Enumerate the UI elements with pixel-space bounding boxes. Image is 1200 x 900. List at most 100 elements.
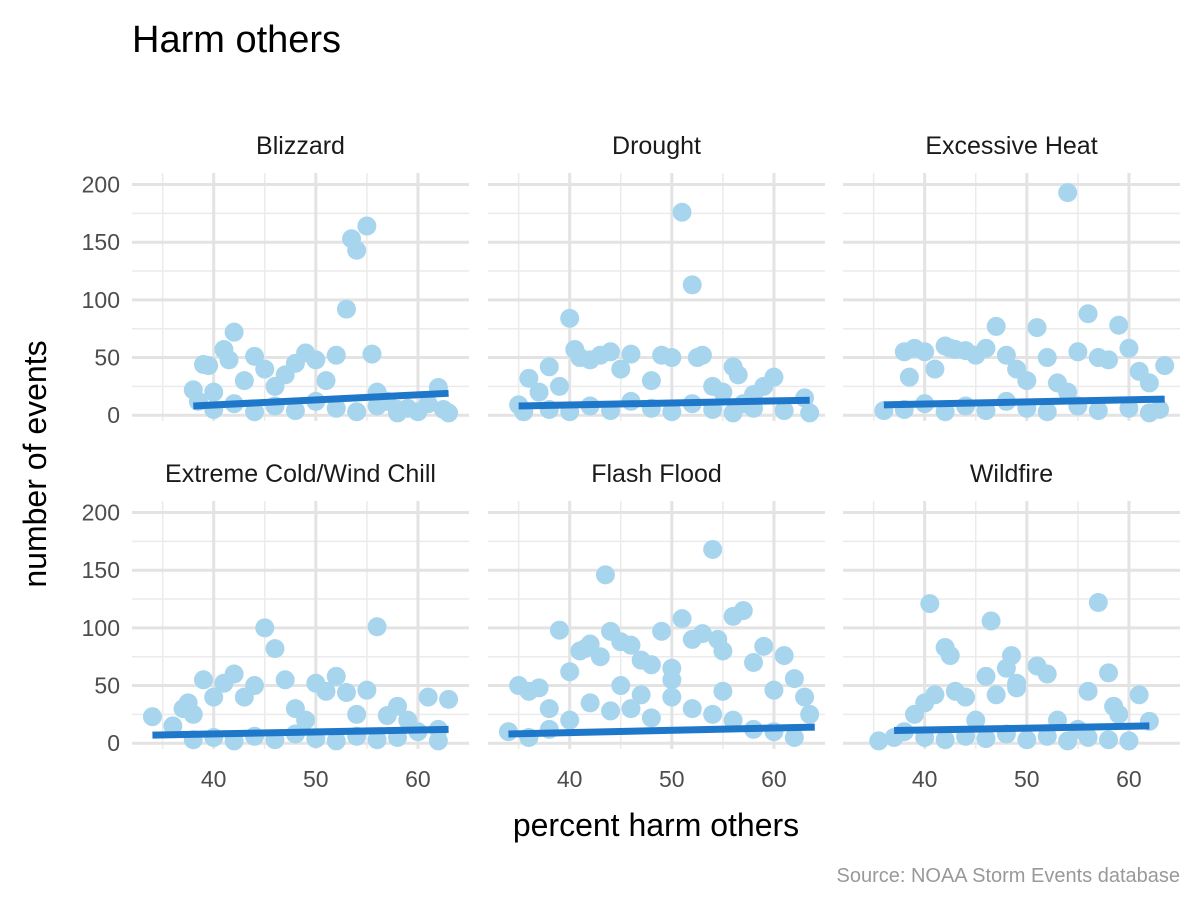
data-point — [316, 681, 336, 701]
data-point — [1078, 304, 1098, 324]
data-point — [1058, 731, 1078, 751]
data-point — [1027, 318, 1047, 338]
facet-label: Excessive Heat — [925, 132, 1097, 160]
data-point — [1155, 356, 1175, 376]
data-point — [1139, 403, 1159, 423]
data-point — [966, 710, 986, 730]
data-point — [336, 682, 356, 702]
data-point — [641, 708, 661, 728]
data-point — [662, 402, 682, 422]
data-point — [986, 316, 1006, 336]
trend-line — [193, 389, 449, 410]
data-point — [981, 611, 1001, 631]
y-tick-label: 200 — [82, 172, 120, 198]
data-point — [774, 401, 794, 421]
data-point — [800, 704, 820, 724]
x-tick-label: 60 — [1116, 766, 1142, 792]
data-point — [1088, 401, 1108, 421]
source-caption: Source: NOAA Storm Events database — [836, 865, 1180, 887]
data-point — [255, 618, 275, 638]
panel-excessive-heat: Excessive Heat — [843, 132, 1180, 423]
data-point — [935, 730, 955, 750]
data-point — [728, 365, 748, 385]
data-point — [398, 398, 418, 418]
data-point — [357, 216, 377, 236]
data-point — [275, 670, 295, 690]
data-point — [800, 403, 820, 423]
data-point — [549, 620, 569, 640]
facet-label: Flash Flood — [591, 460, 722, 488]
data-point — [611, 359, 631, 379]
data-point — [234, 371, 254, 391]
data-point — [899, 367, 919, 387]
x-tick-label: 50 — [303, 766, 329, 792]
x-tick-label: 50 — [659, 766, 685, 792]
data-point — [549, 376, 569, 396]
data-point — [439, 689, 459, 709]
y-tick-label: 150 — [82, 229, 120, 255]
data-point — [367, 396, 387, 416]
data-point — [224, 322, 244, 342]
data-point — [245, 346, 265, 366]
data-point — [326, 666, 346, 686]
data-point — [539, 699, 559, 719]
data-point — [672, 202, 692, 222]
data-point — [611, 676, 631, 696]
data-point — [1037, 664, 1057, 684]
data-point — [976, 338, 996, 358]
data-point — [621, 699, 641, 719]
data-point — [1017, 730, 1037, 750]
data-point — [519, 368, 539, 388]
data-point — [723, 403, 743, 423]
data-point — [245, 676, 265, 696]
data-point — [1058, 183, 1078, 203]
data-point — [672, 609, 692, 629]
y-axis-title: number of events — [17, 340, 53, 587]
data-point — [418, 687, 438, 707]
data-point — [428, 731, 448, 751]
data-point — [652, 621, 672, 641]
x-axis-title: percent harm others — [513, 807, 799, 843]
data-point — [601, 701, 621, 721]
data-point — [357, 680, 377, 700]
data-point — [1119, 731, 1139, 751]
data-point — [641, 371, 661, 391]
trend-line — [518, 396, 810, 410]
data-point — [224, 664, 244, 684]
data-point — [163, 716, 183, 736]
data-point — [199, 356, 219, 376]
data-point — [316, 371, 336, 391]
data-point — [580, 693, 600, 713]
data-point — [915, 342, 935, 362]
data-point — [713, 641, 733, 661]
trend-line — [152, 725, 449, 739]
chart-title: Harm others — [132, 19, 341, 61]
data-point — [1088, 593, 1108, 613]
data-point — [1119, 398, 1139, 418]
facet-label: Blizzard — [256, 132, 345, 160]
data-point — [265, 639, 285, 659]
data-point — [204, 382, 224, 402]
data-point — [795, 687, 815, 707]
y-tick-label: 0 — [107, 402, 120, 428]
data-point — [692, 624, 712, 644]
data-point — [1099, 350, 1119, 370]
data-point — [590, 647, 610, 667]
data-point — [986, 685, 1006, 705]
x-tick-label: 60 — [405, 766, 431, 792]
y-tick-label: 100 — [82, 615, 120, 641]
data-point — [560, 710, 580, 730]
data-point — [1099, 663, 1119, 683]
data-point — [388, 696, 408, 716]
x-tick-label: 40 — [201, 766, 227, 792]
data-point — [1037, 726, 1057, 746]
data-point — [631, 685, 651, 705]
data-point — [595, 565, 615, 585]
data-point — [367, 617, 387, 637]
trend-line — [893, 722, 1150, 735]
trend-line — [883, 395, 1165, 409]
data-point — [869, 731, 889, 751]
data-point — [976, 729, 996, 749]
data-point — [925, 685, 945, 705]
data-point — [703, 704, 723, 724]
